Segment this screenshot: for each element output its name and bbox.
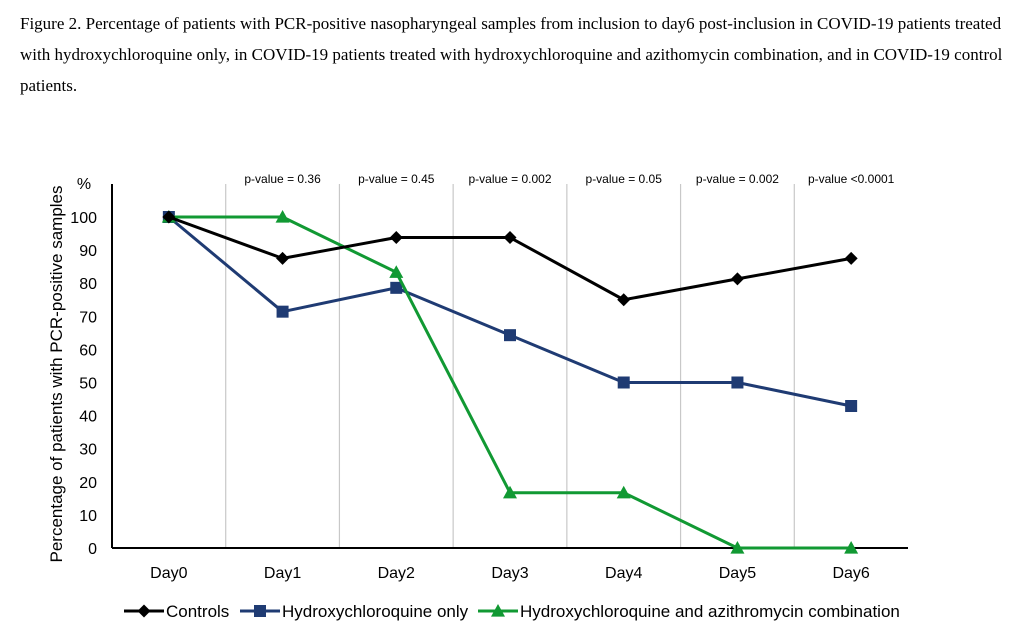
data-point (844, 541, 859, 554)
legend-marker (137, 604, 151, 618)
p-value-label: p-value = 0.36 (244, 172, 321, 186)
x-tick-label: Day1 (264, 565, 301, 582)
y-tick-label: 100 (70, 210, 97, 227)
legend-marker (254, 605, 266, 617)
data-point (503, 485, 517, 499)
series-square (162, 211, 858, 413)
x-tick-label: Day0 (150, 565, 187, 582)
x-tick-label: Day6 (832, 565, 869, 582)
series-line (167, 215, 852, 408)
p-value-label: p-value = 0.002 (696, 172, 779, 186)
data-point (617, 293, 631, 307)
legend-item: Hydroxychloroquine only (240, 602, 469, 621)
data-point (276, 305, 289, 318)
x-tick-label: Day5 (719, 565, 756, 582)
x-tick-label: Day4 (605, 565, 642, 582)
series-line (168, 215, 852, 550)
data-point (730, 272, 744, 286)
series-line (168, 215, 852, 302)
legend: Controls Hydroxychloroquine only Hydroxych… (124, 602, 900, 621)
data-point (503, 231, 517, 245)
series-lines (161, 210, 859, 554)
legend-label: Hydroxychloroquine only (282, 602, 469, 621)
data-point (162, 210, 176, 224)
y-tick-label: 80 (79, 276, 97, 293)
data-point (504, 329, 516, 342)
data-point (616, 485, 631, 499)
y-tick-label: 90 (79, 243, 97, 260)
legend-label: Controls (166, 602, 229, 621)
data-point (730, 541, 745, 554)
figure-caption: Figure 2. Percentage of patients with PC… (20, 14, 1003, 95)
y-tick-label: 60 (79, 342, 97, 359)
data-point (390, 281, 403, 294)
y-axis-title: Percentage of patients with PCR-positive… (47, 185, 66, 562)
data-point (276, 251, 290, 265)
data-point (275, 210, 290, 223)
legend-label: Hydroxychloroquine and azithromycin comb… (520, 602, 900, 621)
y-tick-label: 0 (88, 541, 97, 558)
y-unit-label: % (77, 176, 91, 193)
series-triangle (161, 210, 859, 554)
y-tick-label: 10 (79, 508, 97, 525)
data-point (731, 376, 744, 389)
y-tick-label: 20 (79, 475, 97, 492)
data-point (845, 400, 858, 413)
legend-marker (491, 604, 505, 617)
legend-item: Hydroxychloroquine and azithromycin comb… (478, 602, 900, 621)
y-tick-label: 30 (79, 442, 97, 459)
series-diamond (162, 210, 858, 307)
labels: 0 10 20 30 40 50 60 70 80 90 100% Percentage of pat… (47, 172, 895, 582)
y-tick-label: 40 (79, 409, 97, 426)
y-tick-label: 50 (79, 376, 97, 393)
p-value-label: p-value = 0.05 (586, 172, 663, 186)
data-point (617, 376, 630, 389)
data-point (389, 231, 403, 245)
x-tick-label: Day3 (491, 565, 528, 582)
data-point (844, 251, 858, 265)
x-tick-label: Day2 (378, 565, 415, 582)
p-value-label: p-value <0.0001 (808, 172, 895, 186)
p-value-label: p-value = 0.002 (468, 172, 551, 186)
data-point (389, 265, 404, 278)
legend-item: Controls (124, 602, 229, 621)
y-tick-label: 70 (79, 309, 97, 326)
p-value-label: p-value = 0.45 (358, 172, 435, 186)
